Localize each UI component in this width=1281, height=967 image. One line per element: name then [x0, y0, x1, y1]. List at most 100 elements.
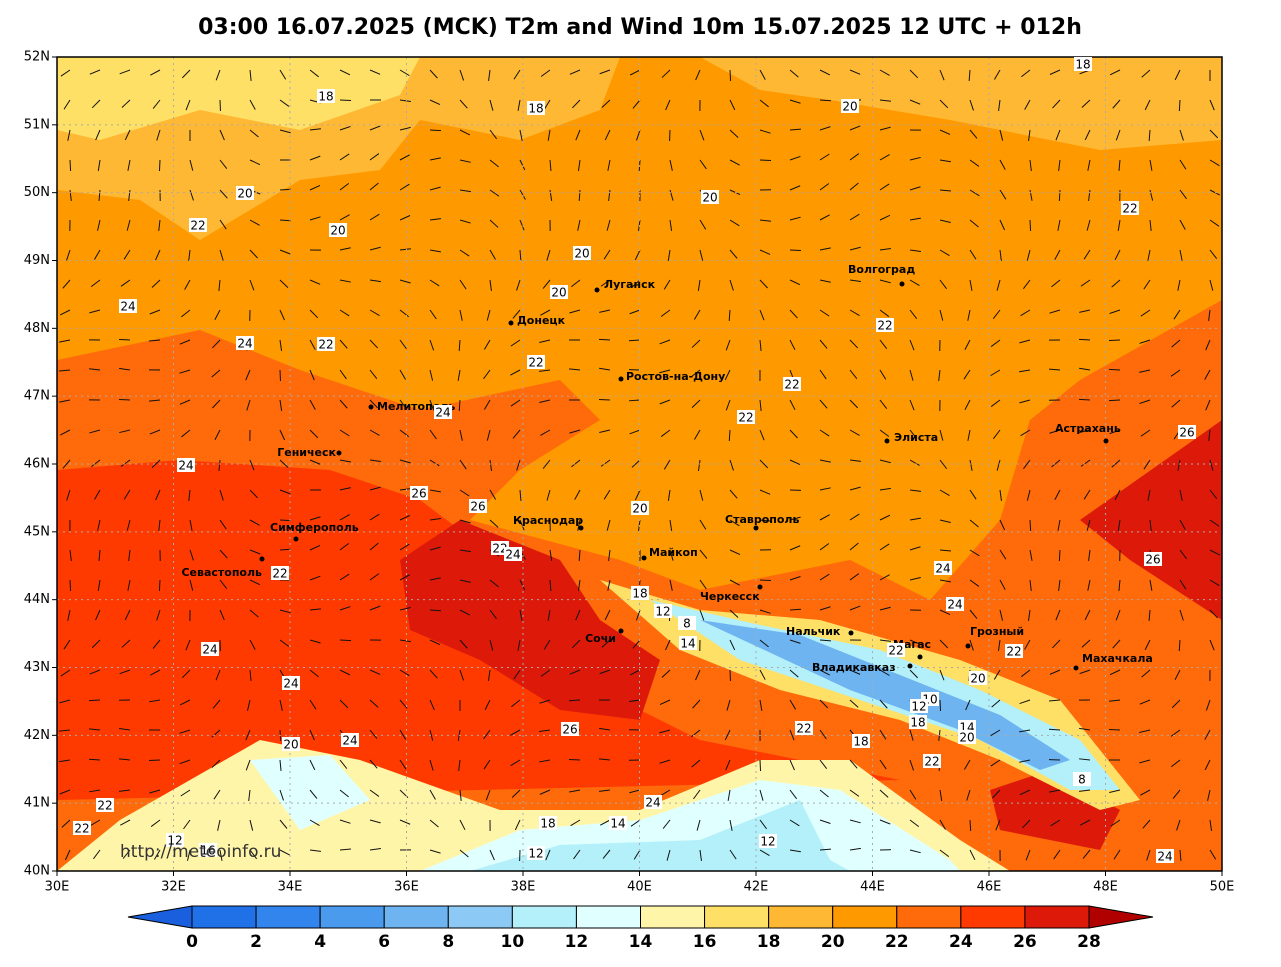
contour-label: 18: [540, 817, 555, 831]
city-label: Ростов-на-Дону: [626, 370, 725, 383]
contour-label: 20: [632, 502, 647, 516]
city-dot: [758, 585, 763, 590]
city-dot: [260, 557, 265, 562]
lon-tick-label: 30E: [45, 880, 70, 895]
lon-tick-label: 42E: [744, 880, 769, 895]
city-dot: [619, 629, 624, 634]
wind-barb: [340, 100, 351, 101]
contour-label: 22: [784, 378, 799, 392]
wind-barb: [159, 580, 160, 591]
lat-tick-label: 46N: [24, 457, 50, 472]
contour-label: 26: [1179, 426, 1194, 440]
colorbar-swatch: [961, 906, 1025, 928]
contour-label: 18: [528, 102, 543, 116]
wind-barb: [820, 100, 831, 101]
contour-label: 12: [760, 835, 775, 849]
contour-label: 22: [888, 644, 903, 658]
city-dot: [595, 288, 600, 293]
colorbar-low: [128, 906, 192, 928]
contour-label: 14: [680, 637, 695, 651]
wind-barb: [970, 820, 971, 831]
contour-label: 12: [655, 605, 670, 619]
city-dot: [509, 321, 514, 326]
contour-label: 26: [411, 487, 426, 501]
city-dot: [642, 556, 647, 561]
contour-label: 24: [505, 548, 520, 562]
city-label: Махачкала: [1082, 652, 1153, 665]
lon-tick-label: 40E: [627, 880, 652, 895]
colorbar-swatch: [641, 906, 705, 928]
city-label: Краснодар: [513, 514, 583, 527]
city-dot: [294, 537, 299, 542]
contour-label: 8: [683, 617, 691, 631]
lat-tick-label: 41N: [24, 796, 50, 811]
city-label: Луганск: [604, 278, 656, 291]
wind-barb: [729, 430, 730, 441]
wind-barb: [599, 399, 610, 400]
wind-barb: [569, 759, 580, 760]
wind-barb: [159, 160, 160, 171]
watermark: http://meteoinfo.ru: [120, 842, 281, 862]
wind-barb: [1079, 399, 1090, 400]
temperature-field: [57, 57, 1222, 871]
city-label: Астрахань: [1055, 422, 1121, 435]
colorbar-swatch: [1025, 906, 1089, 928]
city-label: Сочи: [585, 632, 616, 645]
colorbar-swatch: [320, 906, 384, 928]
lon-tick-label: 46E: [977, 880, 1002, 895]
contour-label: 24: [947, 598, 962, 612]
wind-barb: [70, 580, 71, 591]
contour-label: 22: [190, 219, 205, 233]
contour-label: 20: [959, 731, 974, 745]
lat-tick-label: 43N: [24, 660, 50, 675]
contour-label: 22: [877, 319, 892, 333]
contour-label: 26: [1145, 553, 1160, 567]
lat-tick-label: 49N: [24, 253, 50, 268]
lon-tick-label: 32E: [161, 880, 186, 895]
colorbar-label: 12: [565, 932, 589, 952]
colorbar-label: 6: [378, 932, 390, 952]
contour-label: 24: [202, 643, 217, 657]
map-title: 03:00 16.07.2025 (MCK) T2m and Wind 10m …: [198, 15, 1082, 40]
city-dot: [900, 282, 905, 287]
city-dot: [619, 377, 624, 382]
wind-barb: [340, 640, 351, 641]
wind-barb: [730, 70, 731, 81]
wind-barb: [940, 700, 941, 711]
city-label: Донецк: [517, 314, 566, 327]
colorbar-swatch: [448, 906, 512, 928]
contour-label: 22: [272, 567, 287, 581]
wind-barb: [119, 339, 130, 340]
city-dot: [908, 664, 913, 669]
lat-tick-label: 48N: [24, 321, 50, 336]
colorbar-swatch: [384, 906, 448, 928]
contour-label: 22: [1122, 202, 1137, 216]
colorbar-swatch: [512, 906, 576, 928]
colorbar-label: 22: [885, 932, 909, 952]
contour-label: 20: [702, 191, 717, 205]
contour-label: 12: [528, 847, 543, 861]
city-dot: [918, 655, 923, 660]
contour-label: 24: [435, 406, 450, 420]
lon-tick-label: 50E: [1210, 880, 1235, 895]
lon-tick-label: 44E: [860, 880, 885, 895]
contour-label: 22: [796, 722, 811, 736]
city-dot: [337, 451, 342, 456]
contour-label: 20: [970, 672, 985, 686]
contour-label: 12: [911, 700, 926, 714]
city-dot: [966, 644, 971, 649]
colorbar-label: 10: [501, 932, 525, 952]
contour-label: 20: [283, 738, 298, 752]
colorbar-label: 24: [949, 932, 973, 952]
contour-label: 24: [178, 459, 193, 473]
contour-label: 18: [853, 735, 868, 749]
colorbar-high: [1089, 906, 1153, 928]
lon-tick-label: 36E: [394, 880, 419, 895]
contour-label: 24: [645, 796, 660, 810]
colorbar-label: 26: [1013, 932, 1037, 952]
contour-label: 24: [120, 300, 135, 314]
colorbar-swatch: [705, 906, 769, 928]
colorbar-label: 0: [186, 932, 198, 952]
colorbar-label: 14: [629, 932, 653, 952]
lat-tick-label: 45N: [24, 524, 50, 539]
